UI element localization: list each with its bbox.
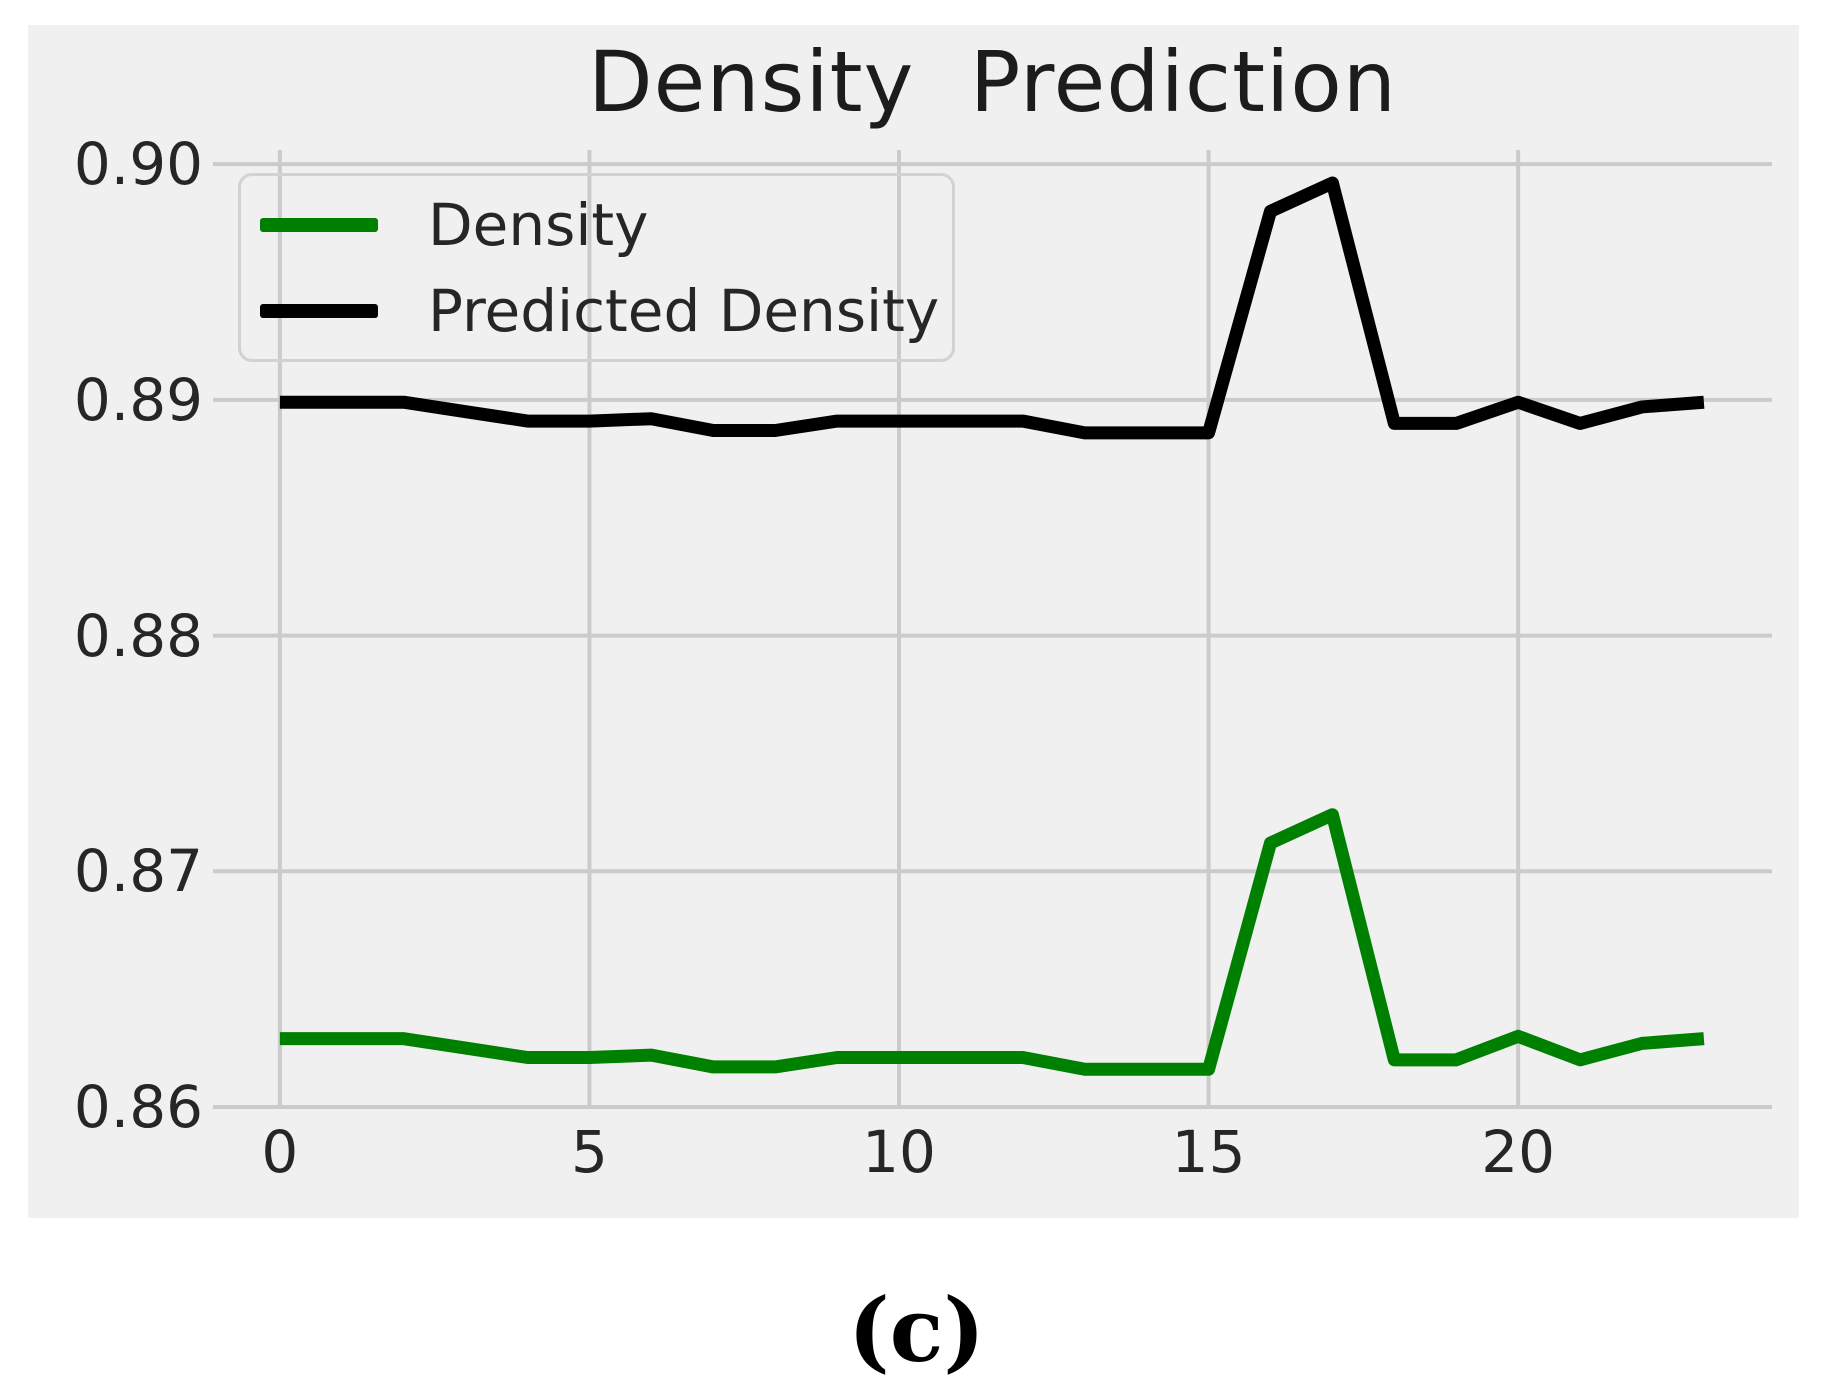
x-tick-label: 5	[570, 1118, 608, 1186]
y-tick-label: 0.89	[73, 365, 203, 434]
x-tick-label: 20	[1481, 1118, 1556, 1186]
legend-swatch-density	[260, 218, 378, 232]
y-tick-label: 0.87	[73, 837, 203, 906]
series-line-predicted-density	[279, 176, 1705, 440]
legend-entry: Predicted Density	[241, 281, 952, 341]
y-tick-label: 0.90	[73, 130, 203, 199]
y-tick-label: 0.88	[73, 601, 203, 670]
legend-label: Predicted Density	[428, 277, 940, 345]
y-tick-label: 0.86	[73, 1073, 203, 1141]
chart-title: Density Prediction	[587, 33, 1398, 131]
legend-entry: Density	[241, 195, 952, 255]
series-line-density	[279, 808, 1705, 1076]
x-tick-label: 15	[1171, 1118, 1246, 1186]
legend-label: Density	[428, 191, 649, 259]
legend: Density Predicted Density	[238, 173, 955, 362]
x-tick-label: 0	[261, 1118, 299, 1186]
legend-swatch-predicted-density	[260, 304, 378, 318]
x-tick-label: 10	[862, 1118, 936, 1186]
subfigure-caption: (c)	[848, 1278, 985, 1382]
